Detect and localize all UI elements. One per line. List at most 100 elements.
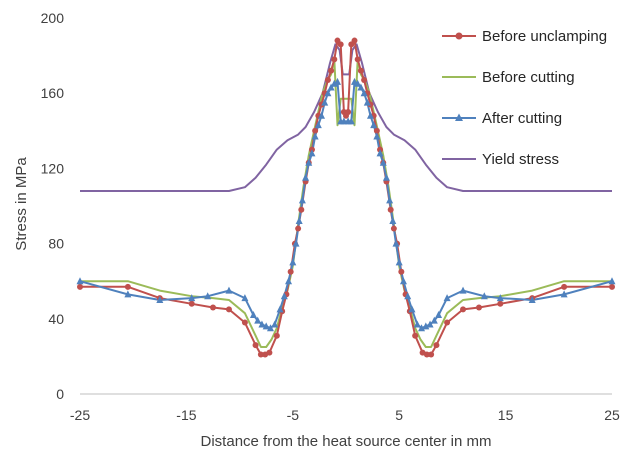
after-cutting-point	[324, 89, 332, 97]
after-cutting-point	[225, 286, 233, 294]
after-cutting-point	[321, 98, 329, 106]
after-cutting-point	[408, 305, 416, 313]
after-cutting-point	[373, 132, 381, 140]
after-cutting-point	[426, 320, 434, 328]
after-cutting-point	[327, 83, 335, 91]
after-cutting-point	[386, 196, 394, 204]
before-unclamping-point	[295, 225, 302, 232]
after-cutting-point	[249, 311, 257, 319]
after-cutting-point	[156, 296, 164, 303]
after-cutting-point	[314, 121, 322, 129]
before-unclamping-point	[345, 109, 352, 115]
x-tick-label: -5	[287, 407, 300, 423]
after-cutting-point	[608, 277, 616, 285]
before-unclamping-point	[210, 304, 216, 311]
after-cutting-point	[354, 79, 362, 87]
after-cutting-point	[305, 158, 313, 166]
before-unclamping-point	[423, 351, 430, 358]
after-cutting-point	[295, 217, 303, 225]
after-cutting-point	[204, 292, 212, 300]
before-cutting-line	[80, 58, 612, 348]
x-tick-label: 25	[604, 407, 620, 423]
x-tick-label: -15	[176, 407, 196, 423]
before-unclamping-point	[351, 37, 358, 44]
before-unclamping-point	[428, 351, 435, 358]
before-unclamping-point	[287, 268, 294, 275]
before-unclamping-point	[328, 67, 335, 74]
x-tick-labels: -25 -15 -5 5 15 25	[70, 407, 620, 423]
before-unclamping-point	[412, 332, 419, 339]
y-tick-label: 160	[41, 85, 65, 101]
after-cutting-point	[395, 258, 403, 266]
before-unclamping-point	[188, 300, 195, 307]
after-cutting-point	[280, 292, 288, 300]
after-cutting-point	[298, 196, 306, 204]
before-unclamping-point	[354, 56, 361, 63]
series-markers	[76, 37, 616, 358]
after-cutting-point	[399, 277, 407, 285]
after-cutting-point	[302, 173, 310, 181]
before-unclamping-point	[373, 127, 380, 134]
x-tick-label: 5	[395, 407, 403, 423]
after-cutting-point	[560, 290, 568, 298]
before-unclamping-point	[387, 206, 394, 213]
after-cutting-point	[308, 149, 316, 157]
after-cutting-point	[262, 322, 270, 330]
after-cutting-point	[480, 292, 488, 300]
after-cutting-point	[430, 316, 438, 324]
after-cutting-point	[357, 83, 365, 91]
before-unclamping-point	[273, 332, 280, 339]
legend-marker-before-unclamping	[455, 32, 463, 40]
after-cutting-point	[330, 79, 338, 87]
before-unclamping-point	[497, 300, 504, 307]
after-cutting-point	[376, 149, 384, 157]
after-cutting-point	[363, 98, 371, 106]
before-unclamping-point	[257, 351, 264, 358]
after-cutting-point	[241, 294, 249, 302]
legend-marker-after-cutting	[455, 113, 463, 121]
x-tick-label: 15	[498, 407, 514, 423]
after-cutting-point	[382, 173, 390, 181]
y-tick-label: 120	[41, 160, 65, 176]
legend-label-after-cutting: After cutting	[482, 110, 562, 127]
before-unclamping-line	[80, 39, 612, 356]
after-cutting-point	[292, 239, 300, 247]
after-cutting-point	[389, 217, 397, 225]
after-cutting-point	[188, 294, 196, 302]
y-tick-label: 0	[56, 386, 64, 402]
after-cutting-point	[443, 294, 451, 302]
after-cutting-point	[379, 158, 387, 166]
y-tick-label: 200	[41, 10, 65, 26]
before-unclamping-point	[331, 56, 338, 63]
after-cutting-point	[333, 77, 341, 85]
after-cutting-point	[366, 111, 374, 119]
before-unclamping-point	[266, 349, 273, 356]
legend-label-before-cutting: Before cutting	[482, 69, 575, 86]
legend: Before unclamping Before cutting After cut…	[442, 28, 607, 168]
before-unclamping-point	[241, 319, 248, 326]
before-unclamping-point	[609, 283, 615, 290]
before-unclamping-point	[357, 67, 364, 74]
after-cutting-point	[258, 320, 266, 328]
yield-stress-line	[80, 43, 612, 192]
after-cutting-point	[318, 111, 326, 119]
before-unclamping-point	[225, 306, 232, 313]
after-cutting-point	[435, 311, 443, 319]
before-unclamping-point	[324, 77, 331, 84]
after-cutting-point	[413, 320, 421, 328]
before-unclamping-point	[476, 304, 482, 311]
series-lines	[79, 39, 613, 356]
y-tick-labels: 0 40 80 120 160 200	[41, 10, 65, 402]
before-unclamping-point	[361, 77, 368, 84]
before-unclamping-point	[390, 225, 397, 232]
after-cutting-point	[347, 117, 355, 125]
before-unclamping-point	[561, 283, 568, 290]
after-cutting-point	[528, 296, 536, 303]
after-cutting-point	[422, 322, 430, 330]
before-unclamping-point	[312, 127, 319, 134]
after-cutting-point	[76, 277, 84, 285]
after-cutting-point	[404, 292, 412, 300]
y-tick-label: 40	[48, 311, 64, 327]
after-cutting-point	[254, 316, 262, 324]
